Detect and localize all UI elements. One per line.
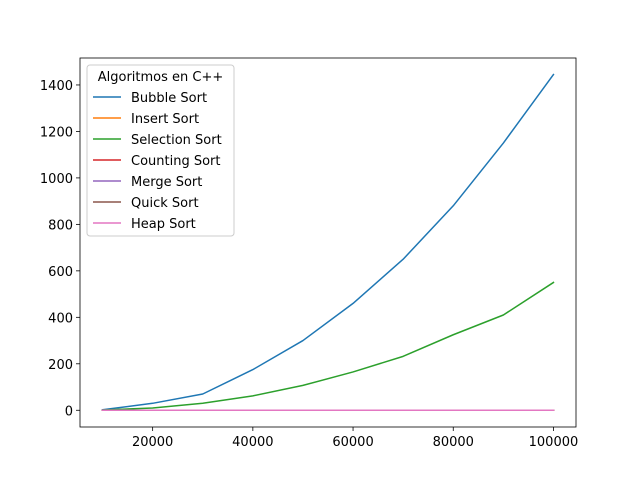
- x-tick-label: 40000: [232, 435, 273, 450]
- y-tick-label: 1400: [40, 79, 73, 94]
- series-line-selection-sort: [101, 281, 555, 411]
- legend-label-quick-sort: Quick Sort: [131, 196, 199, 211]
- x-tick-label: 60000: [332, 435, 373, 450]
- x-tick-label: 80000: [433, 435, 474, 450]
- y-tick-label: 800: [48, 218, 73, 233]
- y-tick-label: 600: [48, 265, 73, 280]
- legend-label-counting-sort: Counting Sort: [131, 154, 221, 169]
- y-axis: 0 200 400 600 800 1000 1200 1400: [40, 79, 80, 419]
- x-tick-label: 20000: [132, 435, 173, 450]
- legend-label-selection-sort: Selection Sort: [131, 133, 222, 148]
- y-tick-label: 200: [48, 358, 73, 373]
- x-axis: 20000 40000 60000 80000 100000: [132, 427, 578, 450]
- series-line-bubble-sort: [101, 73, 555, 411]
- x-tick-label: 100000: [529, 435, 579, 450]
- plot-frame: [79, 57, 577, 428]
- series-layer: [101, 73, 555, 412]
- legend-items: Bubble Sort Insert Sort Selection Sort Coun…: [93, 91, 222, 232]
- legend-label-insert-sort: Insert Sort: [131, 112, 199, 127]
- legend-label-merge-sort: Merge Sort: [131, 175, 202, 190]
- legend-label-heap-sort: Heap Sort: [131, 217, 196, 232]
- legend-title: Algoritmos en C++: [98, 70, 224, 85]
- y-tick-label: 1000: [40, 172, 73, 187]
- y-tick-label: 0: [65, 404, 73, 419]
- y-tick-label: 1200: [40, 125, 73, 140]
- legend: Algoritmos en C++ Bubble Sort Insert Sort…: [86, 64, 235, 237]
- legend-label-bubble-sort: Bubble Sort: [131, 91, 207, 106]
- y-tick-label: 400: [48, 311, 73, 326]
- legend-box: [86, 64, 235, 237]
